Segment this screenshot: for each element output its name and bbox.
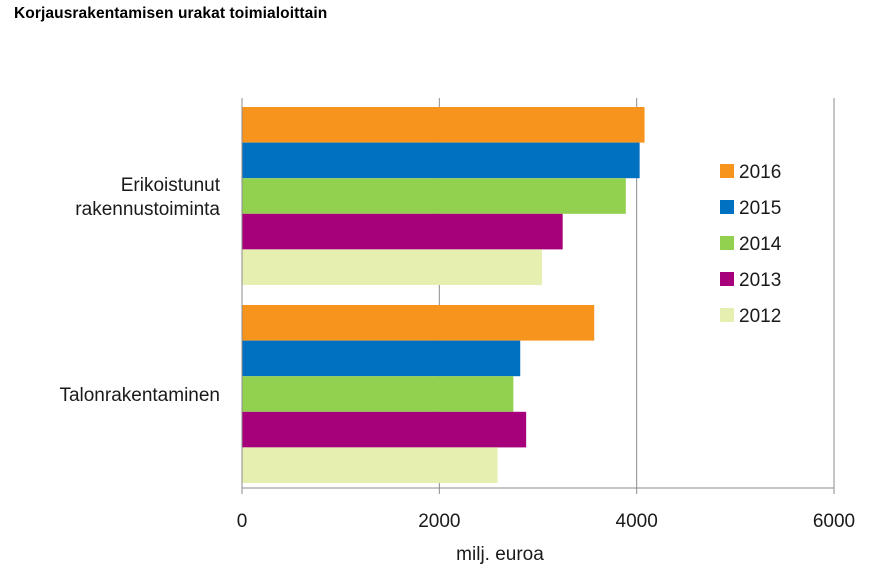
bar — [242, 107, 645, 143]
bar — [242, 305, 595, 341]
bar — [242, 447, 498, 483]
x-tick-labels: 0 2000 4000 6000 — [237, 511, 855, 532]
legend-label: 2015 — [739, 198, 781, 219]
x-tick-label: 2000 — [418, 511, 460, 532]
legend-swatch — [720, 272, 734, 286]
bars — [242, 107, 645, 483]
chart-title: Korjausrakentamisen urakat toimialoittai… — [14, 5, 328, 22]
category-label: Erikoistunut — [121, 175, 221, 196]
legend-swatch — [720, 164, 734, 178]
legend-swatch — [720, 200, 734, 214]
legend-swatch — [720, 236, 734, 250]
legend-label: 2014 — [739, 234, 782, 255]
x-tick-label: 0 — [237, 511, 248, 532]
legend-label: 2013 — [739, 270, 781, 291]
bar — [242, 376, 514, 412]
x-tick-label: 6000 — [813, 511, 855, 532]
legend-swatch — [720, 308, 734, 322]
bar — [242, 340, 521, 377]
bar — [242, 213, 563, 250]
bar — [242, 178, 626, 214]
legend-label: 2016 — [739, 162, 781, 183]
bar — [242, 249, 542, 285]
bar — [242, 411, 527, 448]
legend-label: 2012 — [739, 306, 781, 327]
bar — [242, 142, 640, 179]
category-labels: Erikoistunut rakennustoiminta Talonrakenta… — [59, 175, 220, 406]
x-tick-label: 4000 — [616, 511, 658, 532]
legend: 2016 2015 2014 2013 2012 — [720, 162, 782, 327]
category-label: rakennustoiminta — [75, 199, 220, 220]
x-axis-title: milj. euroa — [456, 544, 544, 565]
axes — [241, 98, 835, 494]
category-label: Talonrakentaminen — [59, 385, 220, 406]
